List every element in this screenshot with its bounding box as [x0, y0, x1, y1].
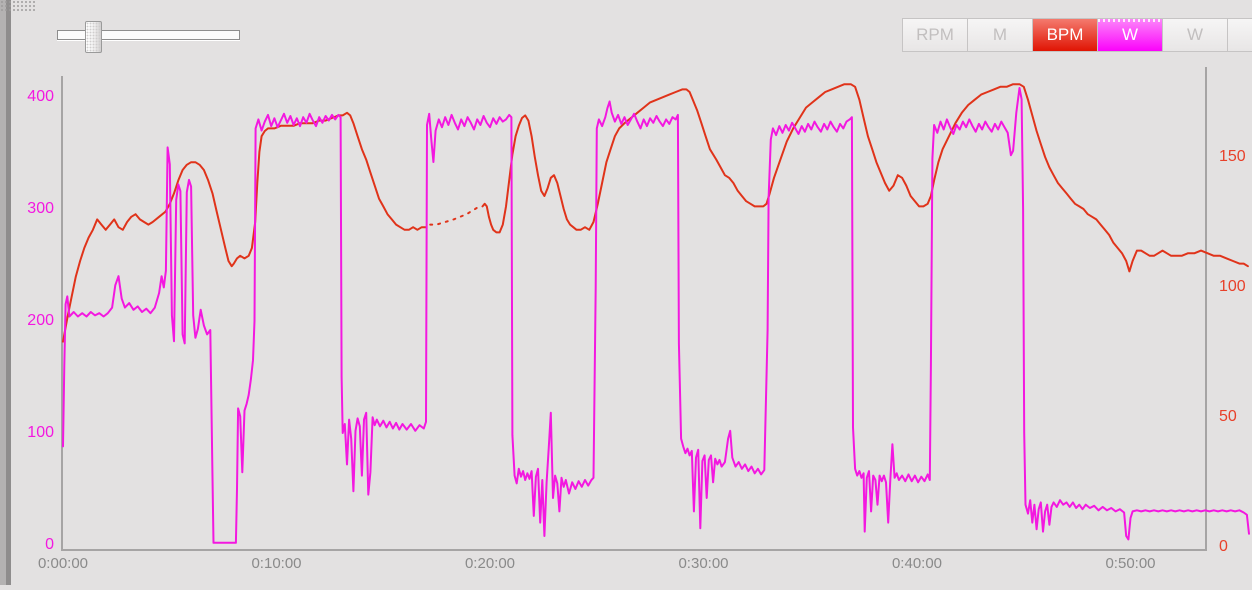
toolbar-button-w-3[interactable]: W [1097, 18, 1163, 52]
x-axis-tick-30: 0:30:00 [678, 555, 729, 572]
series-w [62, 87, 1250, 544]
left-axis-tick-200: 200 [27, 312, 54, 329]
toolbar-buttons: RPM M BPM W W [902, 18, 1252, 52]
series-bpm-seg2 [481, 83, 1249, 273]
toolbar-button-clipped[interactable] [1227, 18, 1252, 52]
series-bpm-seg1 [429, 205, 481, 226]
toolbar-button-bpm-2[interactable]: BPM [1032, 18, 1098, 52]
right-axis-tick-50: 50 [1219, 408, 1237, 425]
series-bpm-seg0 [62, 111, 427, 343]
x-axis-tick-0: 0:00:00 [37, 555, 89, 572]
left-axis-tick-300: 300 [27, 200, 54, 217]
right-axis-tick-150: 150 [1219, 148, 1246, 165]
x-axis-tick-20: 0:20:00 [464, 555, 516, 572]
zoom-slider-track[interactable] [57, 30, 240, 40]
right-axis-tick-100: 100 [1219, 278, 1246, 295]
window-left-edge [0, 0, 6, 585]
zoom-slider-thumb[interactable] [85, 21, 102, 53]
toolbar-button-w-4[interactable]: W [1162, 18, 1228, 52]
x-axis-tick-50: 0:50:00 [1105, 555, 1156, 572]
left-axis-tick-0: 0 [45, 536, 54, 553]
toolbar-button-rpm-0[interactable]: RPM [902, 18, 968, 52]
left-axis-tick-400: 400 [27, 88, 54, 105]
left-axis-tick-100: 100 [27, 424, 54, 441]
x-axis-tick-10: 0:10:00 [251, 555, 302, 572]
corner-grip-texture [0, 0, 36, 13]
window-left-border [6, 0, 11, 585]
right-axis-tick-0: 0 [1219, 538, 1228, 555]
x-axis-tick-40: 0:40:00 [891, 555, 943, 572]
